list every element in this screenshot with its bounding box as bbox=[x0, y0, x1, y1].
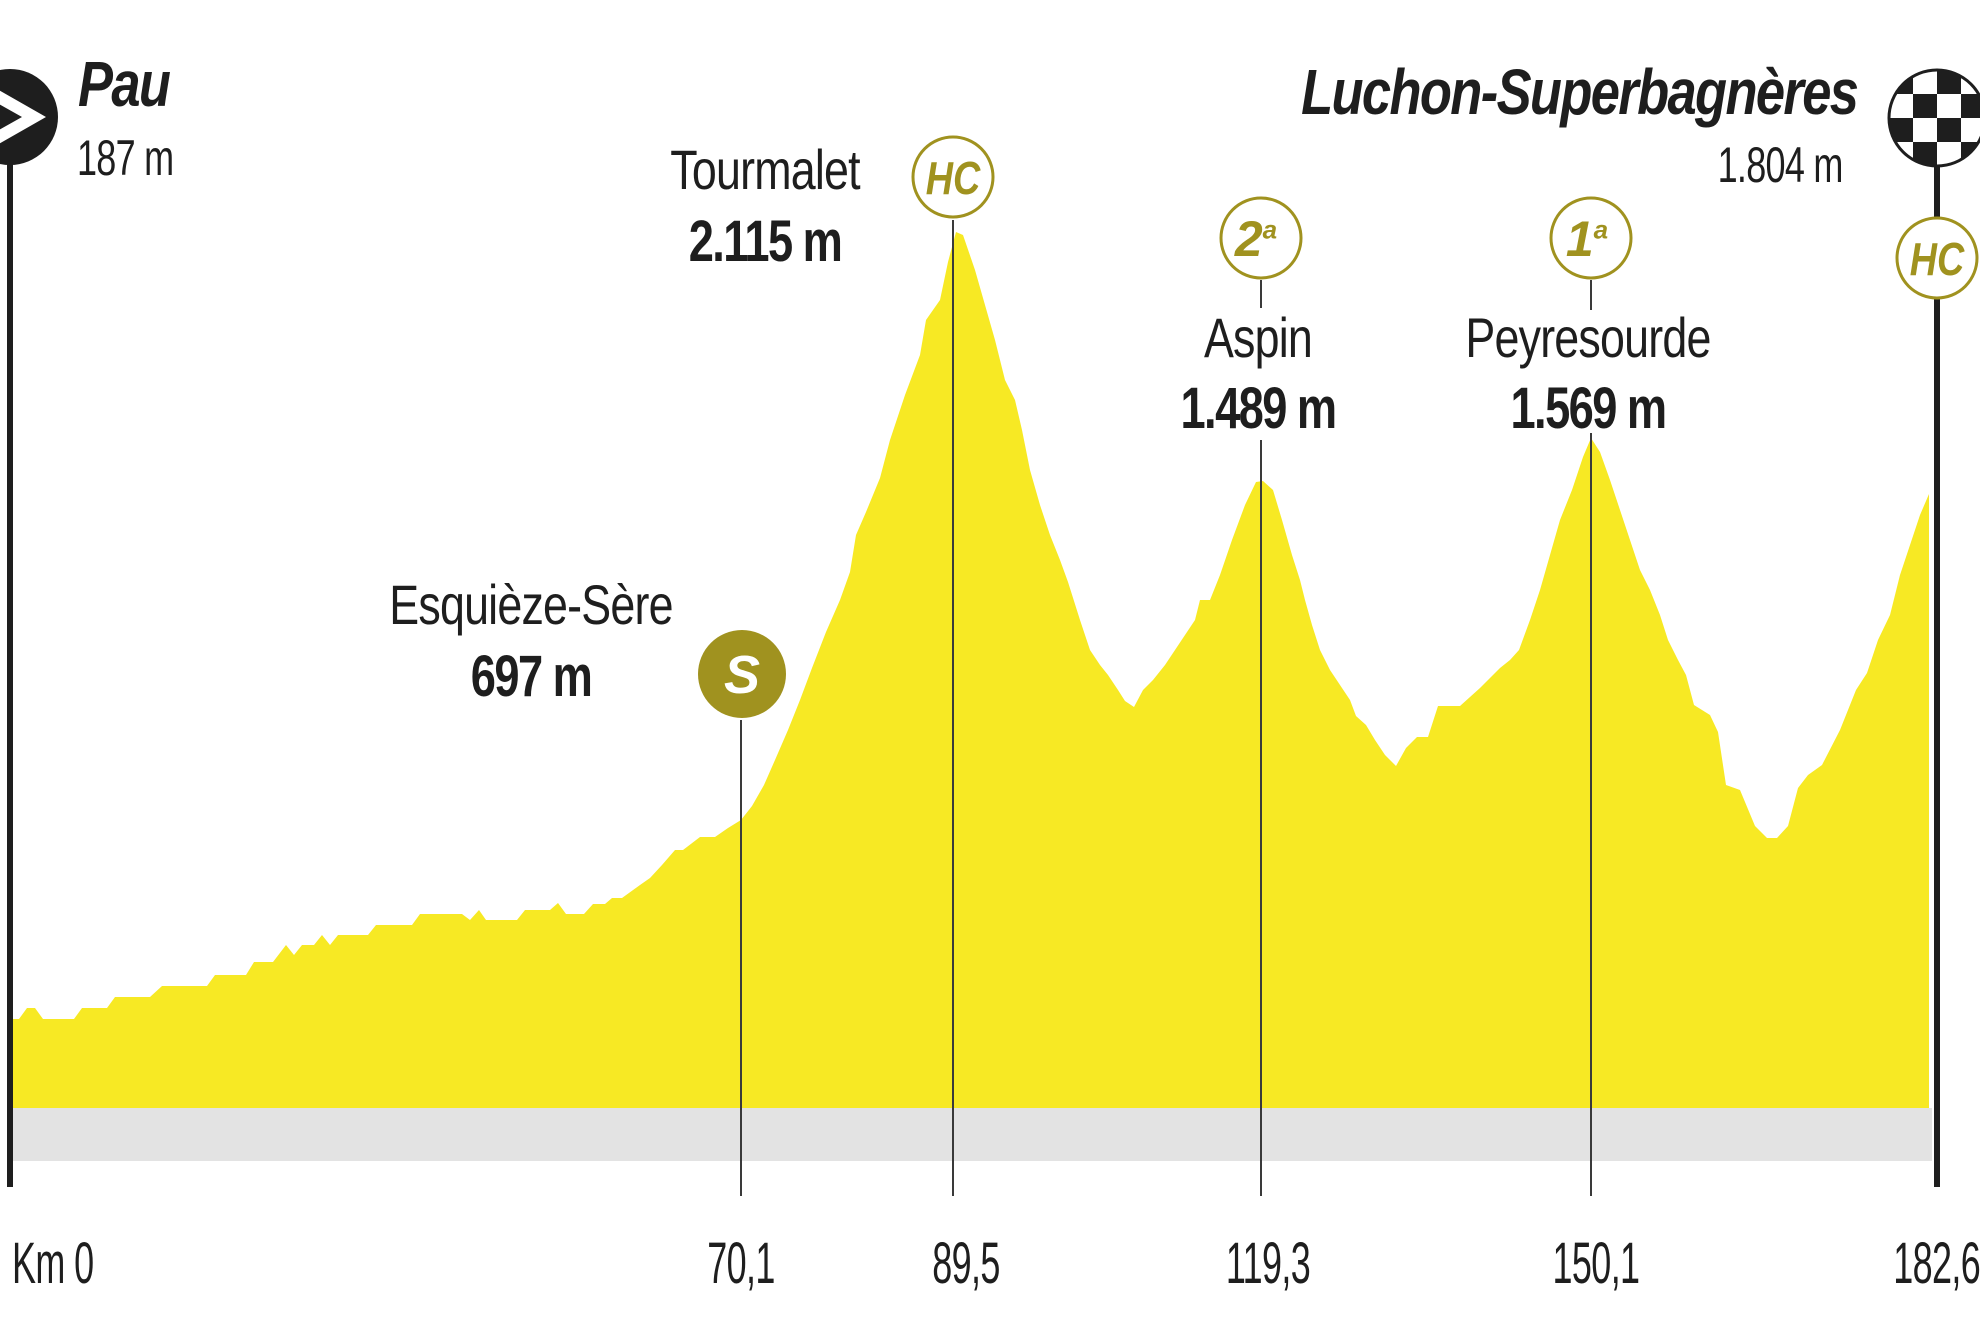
climb2-name: Tourmalet bbox=[670, 138, 860, 201]
x-tick-70-1: 70,1 bbox=[707, 1231, 775, 1296]
finish-city-name: Luchon-Superbagnères bbox=[1300, 56, 1859, 128]
climb2-altitude: 2.115 m bbox=[688, 209, 843, 274]
climb3-altitude: 1.489 m bbox=[1180, 376, 1337, 441]
climb4-altitude: 1.569 m bbox=[1510, 376, 1667, 441]
x-tick-119-3: 119,3 bbox=[1225, 1231, 1311, 1296]
category-badge-2-aspin bbox=[1219, 196, 1303, 280]
elevation-profile-area bbox=[12, 232, 1929, 1108]
start-altitude: 187 m bbox=[77, 130, 174, 186]
climb1-altitude: 697 m bbox=[470, 644, 593, 709]
category-badge-hc-tourmalet bbox=[911, 135, 995, 219]
start-city-name: Pau bbox=[78, 48, 171, 120]
category-number: 2 bbox=[1234, 211, 1263, 267]
category-badge-1-peyresourde bbox=[1549, 196, 1633, 280]
finish-altitude: 1.804 m bbox=[1717, 137, 1844, 193]
category-badge-hc-text: HC bbox=[925, 152, 981, 204]
category-badge-hc-finish-text: HC bbox=[1909, 233, 1965, 285]
start-flag-icon bbox=[0, 69, 58, 165]
category-badge-1-text: 1a bbox=[1566, 214, 1608, 264]
category-number: 1 bbox=[1565, 211, 1594, 267]
x-tick-150-1: 150,1 bbox=[1552, 1231, 1641, 1296]
category-superscript: a bbox=[1262, 214, 1278, 245]
climb1-name: Esquièze-Sère bbox=[389, 573, 673, 636]
category-badge-hc-finish bbox=[1895, 216, 1979, 300]
x-tick-89-5: 89,5 bbox=[932, 1231, 1000, 1296]
x-tick-km0: Km 0 bbox=[12, 1231, 94, 1296]
base-band bbox=[12, 1108, 1932, 1161]
climb3-name: Aspin bbox=[1203, 306, 1313, 369]
category-badge-s-text: S bbox=[723, 645, 761, 705]
category-superscript: a bbox=[1593, 214, 1609, 245]
climb4-name: Peyresourde bbox=[1465, 306, 1711, 369]
x-tick-182-6: 182,6 bbox=[1893, 1231, 1980, 1296]
finish-checkered-flag-icon bbox=[1887, 68, 1980, 168]
category-badge-2-text: 2a bbox=[1235, 214, 1277, 264]
category-badge-s bbox=[698, 630, 786, 718]
